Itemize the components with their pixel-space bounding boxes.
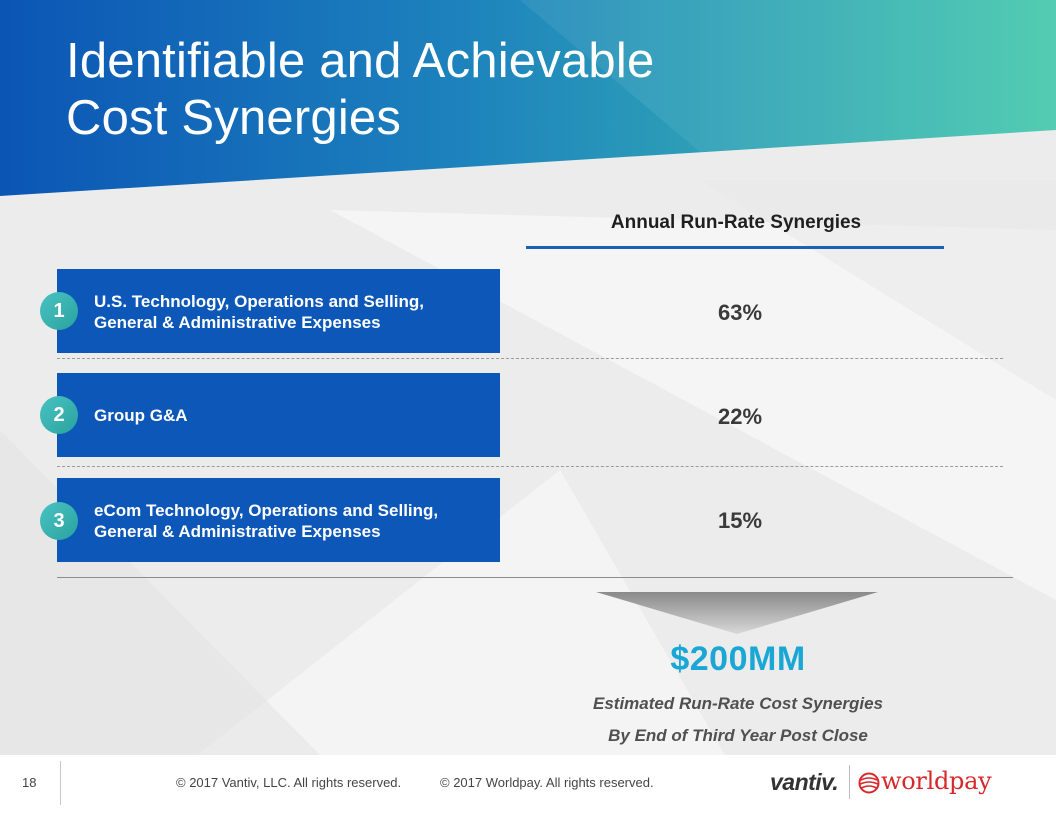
row-1-label-line-1: U.S. Technology, Operations and Selling,	[94, 292, 424, 311]
row-divider-2	[57, 466, 1003, 467]
row-label-2: Group G&A	[94, 405, 188, 426]
title-line-1: Identifiable and Achievable	[66, 34, 655, 88]
footer: 18 © 2017 Vantiv, LLC. All rights reserv…	[0, 755, 1056, 816]
row-number-badge-1: 1	[40, 292, 78, 330]
page-number: 18	[22, 775, 37, 790]
row-divider-1	[57, 358, 1003, 359]
subtitle-line-2: By End of Third Year Post Close	[608, 726, 868, 745]
total-synergies-value: $200MM	[670, 640, 806, 678]
synergy-row-2	[57, 373, 500, 457]
column-header-rule	[526, 246, 944, 249]
synergy-row-1	[57, 269, 500, 353]
row-percent-1: 63%	[717, 300, 763, 325]
worldpay-globe-icon	[858, 772, 880, 794]
table-bottom-rule	[57, 577, 1013, 578]
column-header: Annual Run-Rate Synergies	[610, 212, 862, 233]
copyright-worldpay: © 2017 Worldpay. All rights reserved.	[440, 775, 654, 790]
footer-divider	[60, 761, 61, 805]
header-band	[0, 0, 1056, 196]
down-arrow-icon	[596, 592, 878, 634]
row-2-label-line-1: Group G&A	[94, 406, 188, 425]
title-line-2: Cost Synergies	[66, 91, 402, 145]
logo-separator	[849, 765, 850, 799]
row-percent-2: 22%	[717, 404, 763, 429]
row-label-1: U.S. Technology, Operations and Selling,…	[94, 291, 424, 333]
synergy-row-3	[57, 478, 500, 562]
subtitle-line-1: Estimated Run-Rate Cost Synergies	[592, 694, 883, 713]
row-label-3: eCom Technology, Operations and Selling,…	[94, 500, 438, 542]
row-number-badge-3: 3	[40, 502, 78, 540]
row-percent-3: 15%	[717, 508, 763, 533]
row-1-label-line-2: General & Administrative Expenses	[94, 313, 381, 332]
row-3-label-line-2: General & Administrative Expenses	[94, 522, 381, 541]
row-number-badge-2: 2	[40, 396, 78, 434]
vantiv-logo: vantiv.	[770, 769, 839, 795]
page-title: Identifiable and Achievable Cost Synergi…	[66, 33, 654, 147]
worldpay-logo: worldpay	[881, 767, 992, 795]
copyright-vantiv: © 2017 Vantiv, LLC. All rights reserved.	[176, 775, 402, 790]
row-3-label-line-1: eCom Technology, Operations and Selling,	[94, 501, 439, 520]
